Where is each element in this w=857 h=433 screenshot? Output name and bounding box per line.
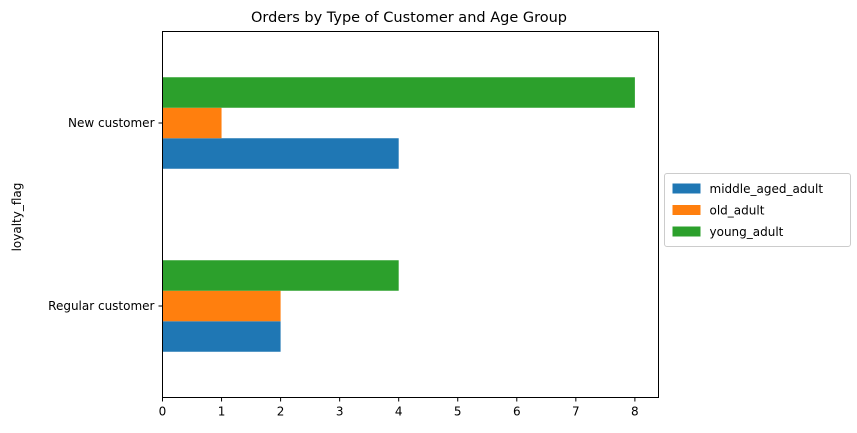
x-tick-label: 2: [277, 405, 285, 419]
bar-young_adult-new-customer: [162, 77, 635, 108]
legend-box: [664, 173, 851, 247]
legend-label-young_adult: young_adult: [710, 225, 784, 239]
bar-old_adult-new-customer: [162, 107, 222, 139]
legend: middle_aged_adult old_adult young_adult: [664, 173, 851, 247]
chart-title: Orders by Type of Customer and Age Group: [251, 10, 567, 26]
legend-label-middle_aged_adult: middle_aged_adult: [710, 182, 824, 196]
x-tick-label: 1: [218, 405, 226, 419]
x-axis-ticks: 0 1 2 3 4 5 6 7 8: [159, 397, 639, 419]
legend-swatch-young_adult: [672, 226, 701, 237]
bar-old_adult-regular-customer: [162, 290, 281, 322]
y-tick-label: New customer: [68, 116, 155, 130]
x-tick-label: 7: [572, 405, 580, 419]
legend-swatch-old_adult: [672, 205, 701, 215]
x-tick-label: 5: [454, 405, 462, 419]
x-tick-label: 4: [395, 405, 403, 419]
bar-young_adult-regular-customer: [162, 260, 399, 291]
x-tick-label: 3: [336, 405, 344, 419]
bar-middle_aged_adult-new-customer: [162, 138, 399, 169]
x-tick-label: 6: [513, 405, 521, 419]
y-axis-label: loyalty_flag: [10, 183, 24, 252]
bar-middle_aged_adult-regular-customer: [162, 321, 281, 352]
legend-label-old_adult: old_adult: [710, 204, 765, 218]
x-tick-label: 8: [631, 405, 639, 419]
y-axis-ticks: Regular customer New customer: [48, 116, 163, 313]
plot-frame: [162, 31, 659, 398]
y-tick-label: Regular customer: [48, 299, 154, 313]
x-tick-label: 0: [159, 405, 167, 419]
bars-group: [162, 77, 635, 352]
legend-swatch-middle_aged_adult: [672, 183, 701, 194]
